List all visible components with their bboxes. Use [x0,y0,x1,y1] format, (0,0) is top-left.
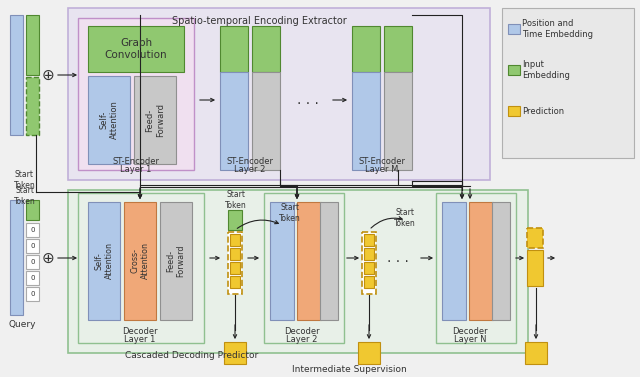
Bar [230,276,240,288]
Bar [230,262,240,274]
Bar [26,287,39,301]
Bar [26,15,39,75]
Text: Start
Token: Start Token [225,190,247,210]
Text: Cross-
Attention: Cross- Attention [131,242,150,279]
Bar [220,26,248,72]
Bar [508,106,520,116]
Bar [384,26,412,72]
Text: ST-Encoder: ST-Encoder [113,158,159,167]
Text: Start
Token: Start Token [14,186,36,206]
Text: Self-
Attention: Self- Attention [99,101,118,139]
Text: Self-
Attention: Self- Attention [94,242,114,279]
Bar [252,26,280,72]
Bar [78,193,204,343]
Bar [508,24,520,34]
Bar [358,342,380,364]
Text: Start
Token: Start Token [279,203,301,223]
Bar [492,202,510,320]
Bar [264,193,344,343]
Bar [364,262,374,274]
Text: 0: 0 [30,259,35,265]
Bar [442,202,466,320]
Bar [297,202,321,320]
Bar [362,232,376,294]
Bar [469,202,493,320]
Bar [88,202,120,320]
Bar [88,76,130,164]
Text: Feed-
Forward: Feed- Forward [166,245,186,277]
Bar [26,77,39,135]
Text: Layer N: Layer N [454,336,486,345]
Bar [68,8,490,180]
Text: Decoder: Decoder [284,328,320,337]
Bar [384,72,412,170]
Bar [436,193,516,343]
Text: Graph
Convolution: Graph Convolution [105,38,167,60]
Text: Layer 2: Layer 2 [286,336,317,345]
Bar [270,202,294,320]
Bar [224,342,246,364]
Text: ⊕: ⊕ [42,250,54,265]
Text: Start
Token: Start Token [14,170,36,190]
Text: Prediction: Prediction [522,106,564,115]
Bar [10,200,23,315]
Bar [352,72,380,170]
Bar [502,8,634,158]
Bar [278,222,292,242]
Bar [525,342,547,364]
Text: Decoder: Decoder [122,328,158,337]
Bar [352,26,380,72]
Text: Layer 1: Layer 1 [120,166,152,175]
Text: 0: 0 [30,227,35,233]
Bar [527,228,543,248]
Text: Intermediate Supervision: Intermediate Supervision [292,365,406,374]
Text: Layer 2: Layer 2 [234,166,266,175]
Bar [230,234,240,246]
Bar [88,26,184,72]
Bar [320,202,338,320]
Text: Layer M: Layer M [365,166,399,175]
Bar [26,271,39,285]
Bar [26,223,39,237]
Text: Decoder: Decoder [452,328,488,337]
Bar [124,202,156,320]
Bar [527,250,543,286]
Bar [134,76,176,164]
Bar [26,200,39,220]
Text: Start
Token: Start Token [394,208,416,228]
Text: 0: 0 [30,291,35,297]
Bar [26,239,39,253]
Bar [228,232,242,294]
Text: Input
Embedding: Input Embedding [522,60,570,80]
Text: 0: 0 [30,243,35,249]
Bar [68,190,528,353]
Text: . . .: . . . [387,251,409,265]
Text: . . .: . . . [297,93,319,107]
Bar [10,15,23,135]
Text: Position and
Time Embedding: Position and Time Embedding [522,19,593,39]
Text: Layer 1: Layer 1 [124,336,156,345]
Bar [364,234,374,246]
Text: Feed-
Forward: Feed- Forward [145,103,164,137]
Bar [160,202,192,320]
Bar [508,65,520,75]
Bar [78,18,194,170]
Text: Spatio-temporal Encoding Extractor: Spatio-temporal Encoding Extractor [172,16,347,26]
Text: Cascaded Decoding Predictor: Cascaded Decoding Predictor [125,351,259,360]
Bar [364,276,374,288]
Bar [230,248,240,260]
Text: Query: Query [8,320,36,329]
Text: ST-Encoder: ST-Encoder [358,158,406,167]
Bar [252,72,280,170]
Bar [26,255,39,269]
Bar [228,210,242,230]
Bar [364,248,374,260]
Text: 0: 0 [30,275,35,281]
Bar [220,72,248,170]
Text: ST-Encoder: ST-Encoder [227,158,273,167]
Text: ⊕: ⊕ [42,67,54,83]
